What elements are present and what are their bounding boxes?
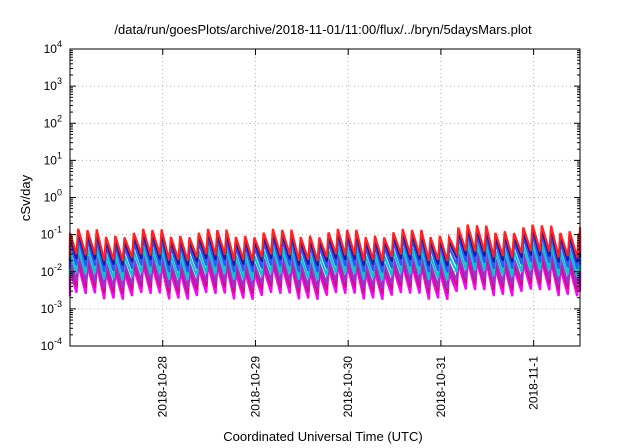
y-tick-label: 102 bbox=[44, 113, 62, 130]
y-tick-label: 10-4 bbox=[41, 336, 62, 353]
x-tick-label: 2018-10-29 bbox=[248, 356, 262, 418]
y-tick-label: 104 bbox=[44, 39, 62, 56]
x-tick-label: 2018-10-28 bbox=[156, 356, 170, 418]
y-tick-label: 101 bbox=[44, 150, 62, 167]
series-layer bbox=[68, 224, 582, 300]
y-axis-label: cSv/day bbox=[18, 174, 33, 221]
x-tick-label: 2018-11-1 bbox=[527, 356, 541, 410]
series-line bbox=[68, 224, 582, 262]
x-axis-label: Coordinated Universal Time (UTC) bbox=[223, 429, 422, 444]
y-tick-label: 10-1 bbox=[41, 225, 62, 242]
x-tick-label: 2018-10-30 bbox=[341, 356, 355, 418]
tick-layer: 10-4 10-3 10-2 10-1 100 101 102 103 104 2018-10-2… bbox=[41, 39, 580, 417]
y-tick-label: 100 bbox=[44, 188, 62, 205]
x-tick-label: 2018-10-31 bbox=[434, 356, 448, 418]
y-tick-label: 103 bbox=[44, 76, 62, 93]
y-tick-label: 10-2 bbox=[41, 262, 62, 279]
chart-title: /data/run/goesPlots/archive/2018-11-01/1… bbox=[114, 22, 532, 37]
y-tick-label: 10-3 bbox=[41, 299, 62, 316]
